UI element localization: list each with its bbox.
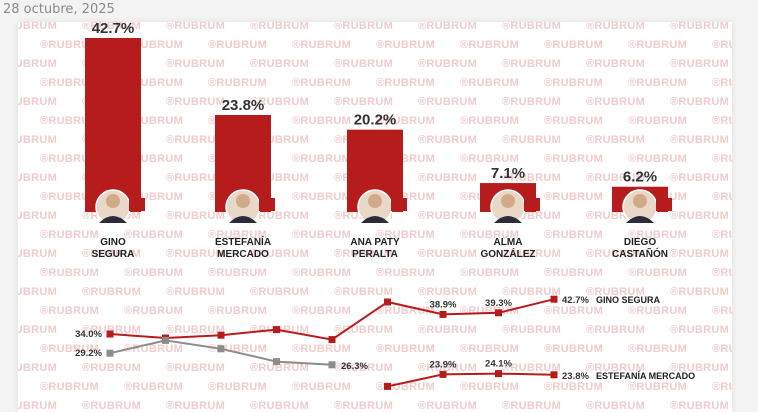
candidate-name: ANA PATY xyxy=(350,237,400,248)
series-marker xyxy=(217,331,225,339)
series-name-label: GINO SEGURA xyxy=(596,295,661,305)
bar-value-label: 6.2% xyxy=(623,169,657,186)
chart-card: ®RUBRUM®RUBRUM®RUBRUM®RUBRUM®RUBRUM®RUBR… xyxy=(18,22,732,412)
series-marker xyxy=(384,298,391,306)
bar-value-label: 23.8% xyxy=(222,97,265,114)
candidate-name: GONZÁLEZ xyxy=(481,247,536,260)
series-marker xyxy=(439,370,447,378)
candidate-photo-shirt xyxy=(626,216,654,223)
brand-badge xyxy=(524,198,540,211)
point-label: 29.2% xyxy=(75,348,102,359)
point-label: 26.3% xyxy=(341,361,368,372)
candidate-name: ALMA xyxy=(494,237,523,248)
series-marker xyxy=(384,382,391,390)
series-marker xyxy=(162,336,169,344)
brand-badge xyxy=(656,198,672,211)
bar-value-label: 20.2% xyxy=(354,112,397,129)
point-label: 42.7% xyxy=(562,295,589,306)
series-marker xyxy=(550,371,558,379)
candidate-photo-shirt xyxy=(229,216,257,223)
point-label: 34.0% xyxy=(75,329,102,340)
candidate-name: GINO xyxy=(100,237,126,248)
candidate-photo-face xyxy=(633,194,647,208)
candidate-name: PERALTA xyxy=(352,249,398,260)
point-label: 38.9% xyxy=(430,299,457,310)
series-marker xyxy=(495,309,502,317)
bar-value-label: 42.7% xyxy=(92,22,135,37)
series-marker xyxy=(328,361,336,369)
candidate-photo-shirt xyxy=(99,216,127,223)
series-marker xyxy=(439,310,447,318)
candidate-photo-face xyxy=(368,194,382,208)
series-marker xyxy=(273,326,280,334)
bar-value-label: 7.1% xyxy=(491,165,525,182)
brand-badge xyxy=(391,198,407,211)
series-marker xyxy=(550,295,558,303)
candidate-name: SEGURA xyxy=(92,249,135,260)
series-line xyxy=(387,372,555,388)
series-marker xyxy=(328,336,336,344)
date-label: 28 octubre, 2025 xyxy=(3,2,115,17)
series-name-label: ESTEFANÍA MERCADO xyxy=(596,371,695,381)
series-marker xyxy=(106,330,114,338)
candidate-photo-shirt xyxy=(361,216,389,223)
candidate-photo-face xyxy=(236,194,250,208)
candidate-photo-shirt xyxy=(494,216,522,223)
candidate-photo-face xyxy=(106,194,120,208)
point-label: 24.1% xyxy=(485,359,512,370)
candidate-photo-face xyxy=(501,194,515,208)
series-marker xyxy=(495,370,502,378)
brand-badge xyxy=(129,198,145,211)
point-label: 23.9% xyxy=(430,359,457,370)
bar xyxy=(85,38,141,212)
series-marker xyxy=(217,345,225,353)
point-label: 23.8% xyxy=(562,371,589,382)
candidate-name: CASTAÑÓN xyxy=(612,247,668,260)
series-line xyxy=(109,339,333,366)
series-marker xyxy=(273,358,280,366)
series-marker xyxy=(106,349,114,357)
candidate-name: ESTEFANÍA xyxy=(215,235,271,248)
candidate-name: MERCADO xyxy=(217,249,269,260)
candidate-name: DIEGO xyxy=(624,237,656,248)
brand-badge xyxy=(259,198,275,211)
point-label: 39.3% xyxy=(485,298,512,309)
